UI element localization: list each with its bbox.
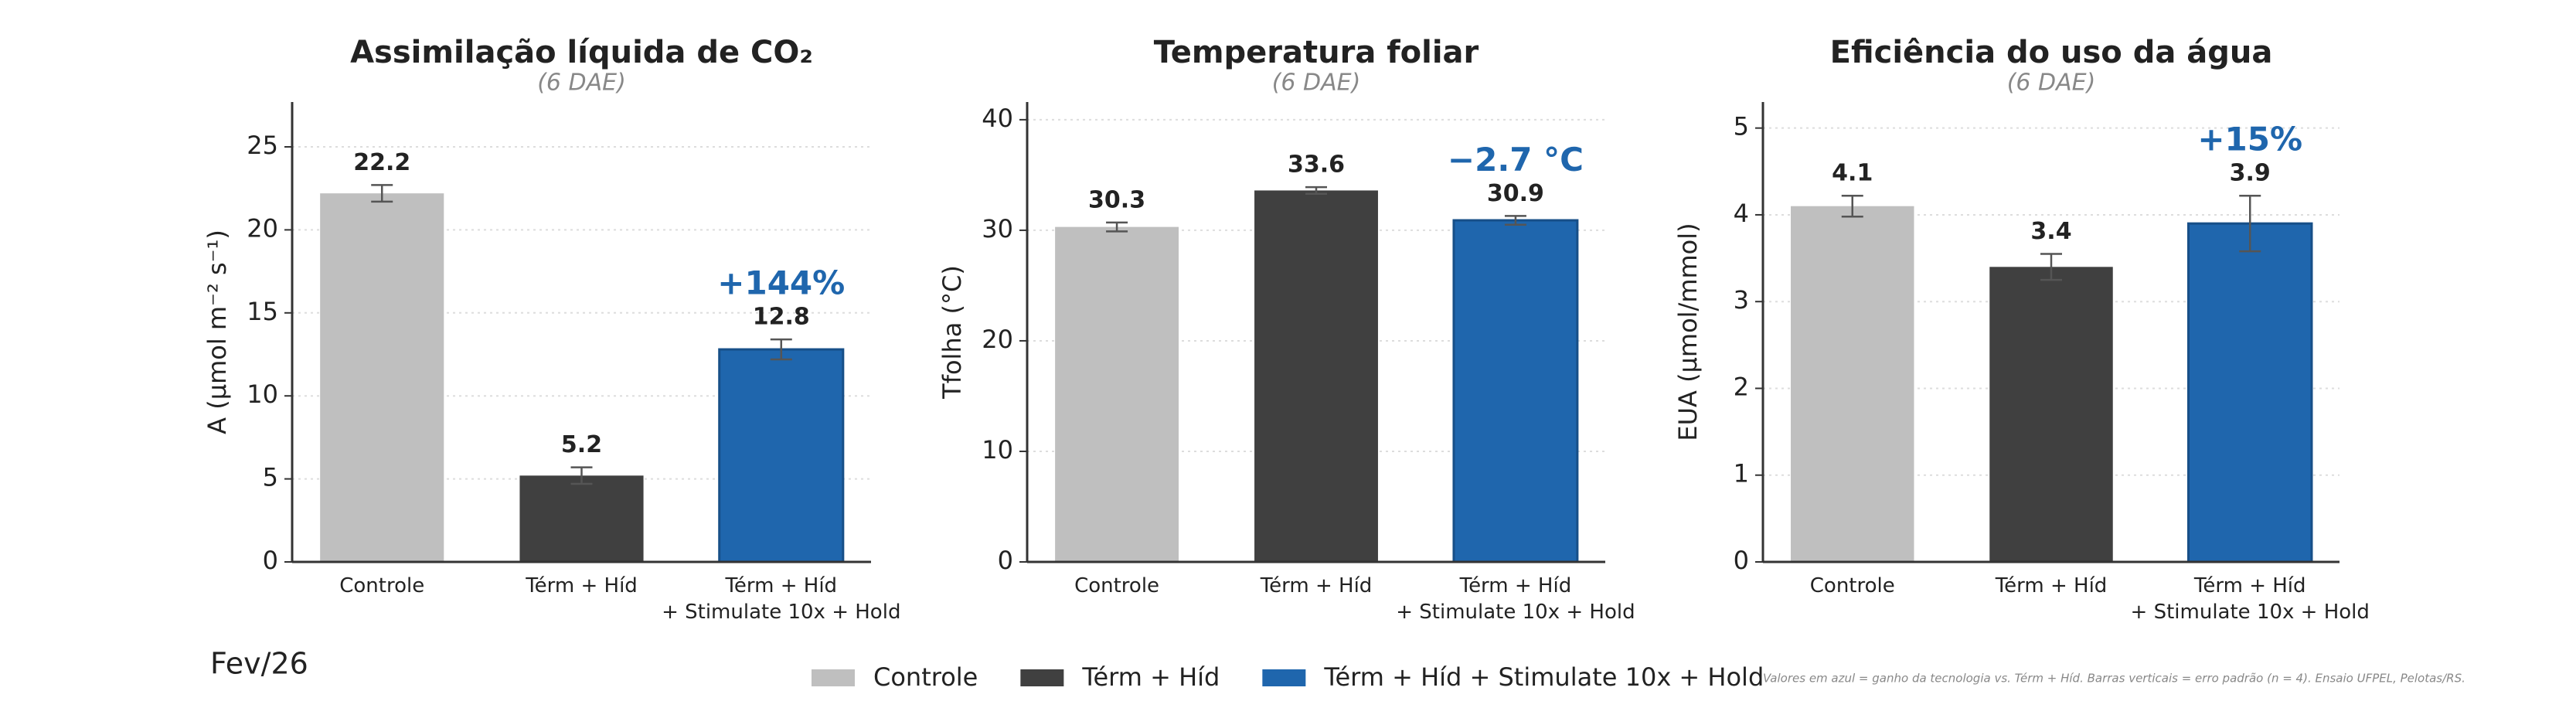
value-label: 3.9 xyxy=(2230,160,2271,187)
y-tick-label: 0 xyxy=(263,546,278,575)
bar xyxy=(1452,219,1579,563)
y-tick-label: 3 xyxy=(1734,285,1749,315)
value-label: 4.1 xyxy=(1832,160,1873,187)
legend-swatch xyxy=(1262,669,1306,686)
value-label: 33.6 xyxy=(1288,151,1345,179)
y-axis-label: A (µmol m⁻² s⁻¹) xyxy=(202,230,232,434)
chart-subtitle: (6 DAE) xyxy=(2007,70,2096,97)
chart-subtitle: (6 DAE) xyxy=(537,70,626,97)
chart-title: Temperatura foliar xyxy=(1154,35,1479,70)
y-tick-label: 30 xyxy=(982,214,1013,243)
y-tick-label: 20 xyxy=(247,213,278,243)
y-tick-label: 0 xyxy=(1734,546,1749,575)
bar xyxy=(519,475,644,562)
y-tick-label: 1 xyxy=(1734,459,1749,488)
annotation: +15% xyxy=(2197,121,2302,158)
value-label: 22.2 xyxy=(353,149,410,176)
date: Fev/26 xyxy=(210,647,308,681)
y-tick-label: 15 xyxy=(247,297,278,326)
bar xyxy=(2186,222,2313,563)
x-tick-label: Térm + Híd + Stimulate 10x + Hold xyxy=(662,574,901,624)
bar xyxy=(1254,190,1378,562)
y-tick-label: 4 xyxy=(1734,199,1749,228)
chart-title: Eficiência do uso da água xyxy=(1830,35,2273,70)
x-tick-label: Térm + Híd xyxy=(526,574,638,597)
y-tick-label: 5 xyxy=(263,463,278,492)
x-tick-label: Térm + Híd + Stimulate 10x + Hold xyxy=(1396,574,1635,624)
annotation: −2.7 °C xyxy=(1448,141,1584,179)
y-axis-label: EUA (µmol/mmol) xyxy=(1673,223,1703,441)
x-tick-label: Térm + Híd xyxy=(1995,574,2108,597)
y-tick-label: 5 xyxy=(1734,112,1749,141)
bar xyxy=(320,193,444,562)
legend-label: Controle xyxy=(873,662,978,692)
value-label: 3.4 xyxy=(2030,218,2071,245)
y-tick-label: 10 xyxy=(982,435,1013,465)
y-tick-label: 40 xyxy=(982,104,1013,133)
y-tick-label: 20 xyxy=(982,325,1013,354)
y-tick-label: 0 xyxy=(998,546,1013,575)
y-tick-label: 25 xyxy=(247,131,278,160)
x-tick-label: Térm + Híd + Stimulate 10x + Hold xyxy=(2130,574,2370,624)
legend-swatch xyxy=(1020,669,1064,686)
annotation: +144% xyxy=(717,264,845,302)
x-tick-label: Controle xyxy=(1074,574,1160,597)
value-label: 30.3 xyxy=(1088,186,1145,213)
x-tick-label: Controle xyxy=(339,574,425,597)
value-label: 12.8 xyxy=(753,304,810,331)
chart-subtitle: (6 DAE) xyxy=(1272,70,1361,97)
y-axis-label: Tfolha (°C) xyxy=(938,265,967,400)
bar xyxy=(1791,206,1914,562)
legend-label: Térm + Híd + Stimulate 10x + Hold xyxy=(1323,662,1764,692)
bar xyxy=(1989,267,2113,562)
chart-title: Assimilação líquida de CO₂ xyxy=(350,35,813,70)
legend-label: Térm + Híd xyxy=(1081,662,1220,692)
legend-swatch xyxy=(812,669,855,686)
value-label: 5.2 xyxy=(561,431,602,458)
y-tick-label: 10 xyxy=(247,380,278,409)
bar xyxy=(718,348,845,563)
y-tick-label: 2 xyxy=(1734,372,1749,401)
footnote: Valores em azul = ganho da tecnologia vs… xyxy=(1763,672,2465,686)
value-label: 30.9 xyxy=(1487,180,1544,207)
bar xyxy=(1055,226,1179,562)
x-tick-label: Controle xyxy=(1809,574,1895,597)
x-tick-label: Térm + Híd xyxy=(1260,574,1373,597)
